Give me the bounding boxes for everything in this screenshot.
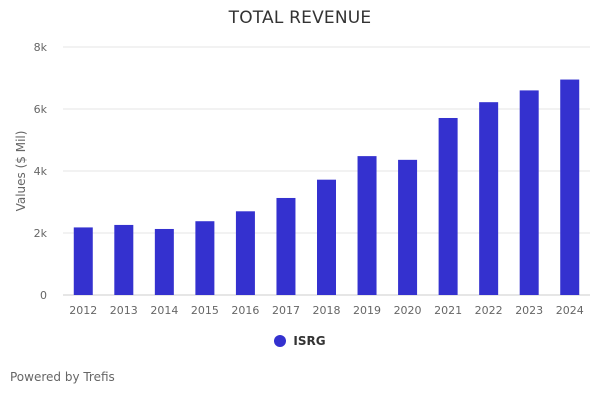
y-axis-ticks: 0 2k 4k 6k 8k bbox=[34, 41, 48, 302]
x-tick-label: 2012 bbox=[69, 304, 97, 317]
bar-2018[interactable] bbox=[317, 179, 336, 295]
bar-2014[interactable] bbox=[154, 228, 174, 295]
x-tick-label: 2021 bbox=[434, 304, 462, 317]
x-tick-label: 2013 bbox=[110, 304, 138, 317]
x-tick-label: 2019 bbox=[353, 304, 381, 317]
legend-label: ISRG bbox=[293, 334, 326, 348]
bar-2015[interactable] bbox=[195, 221, 215, 295]
legend: ISRG bbox=[0, 334, 600, 348]
bars bbox=[73, 79, 580, 296]
bar-2016[interactable] bbox=[235, 211, 255, 295]
x-tick-label: 2016 bbox=[231, 304, 259, 317]
x-tick-label: 2018 bbox=[313, 304, 341, 317]
legend-swatch-icon bbox=[274, 335, 287, 347]
x-tick-label: 2015 bbox=[191, 304, 219, 317]
x-tick-label: 2017 bbox=[272, 304, 300, 317]
y-axis-title: Values ($ Mil) bbox=[14, 131, 28, 212]
y-tick-label: 2k bbox=[34, 227, 48, 240]
x-tick-label: 2023 bbox=[515, 304, 543, 317]
chart-title: TOTAL REVENUE bbox=[228, 8, 372, 28]
bar-2017[interactable] bbox=[276, 197, 296, 295]
x-tick-label: 2020 bbox=[394, 304, 422, 317]
y-tick-label: 8k bbox=[34, 41, 48, 54]
bar-2023[interactable] bbox=[519, 90, 539, 296]
x-axis-ticks: 2012 2013 2014 2015 2016 2017 2018 2019 2020 2021… bbox=[69, 304, 583, 317]
bar-2024[interactable] bbox=[560, 79, 580, 295]
legend-item-isrg[interactable]: ISRG bbox=[274, 334, 326, 348]
y-tick-label: 6k bbox=[34, 103, 48, 116]
bar-2022[interactable] bbox=[479, 102, 499, 296]
y-tick-label: 4k bbox=[34, 165, 48, 178]
bar-2020[interactable] bbox=[398, 159, 418, 295]
credit-text[interactable]: Powered by Trefis bbox=[10, 370, 115, 384]
bar-2012[interactable] bbox=[73, 227, 93, 295]
x-tick-label: 2022 bbox=[475, 304, 503, 317]
bar-2013[interactable] bbox=[114, 224, 134, 295]
x-tick-label: 2014 bbox=[150, 304, 178, 317]
bar-2019[interactable] bbox=[357, 156, 377, 295]
bar-2021[interactable] bbox=[438, 117, 458, 296]
x-tick-label: 2024 bbox=[556, 304, 584, 317]
y-tick-label: 0 bbox=[40, 289, 47, 302]
